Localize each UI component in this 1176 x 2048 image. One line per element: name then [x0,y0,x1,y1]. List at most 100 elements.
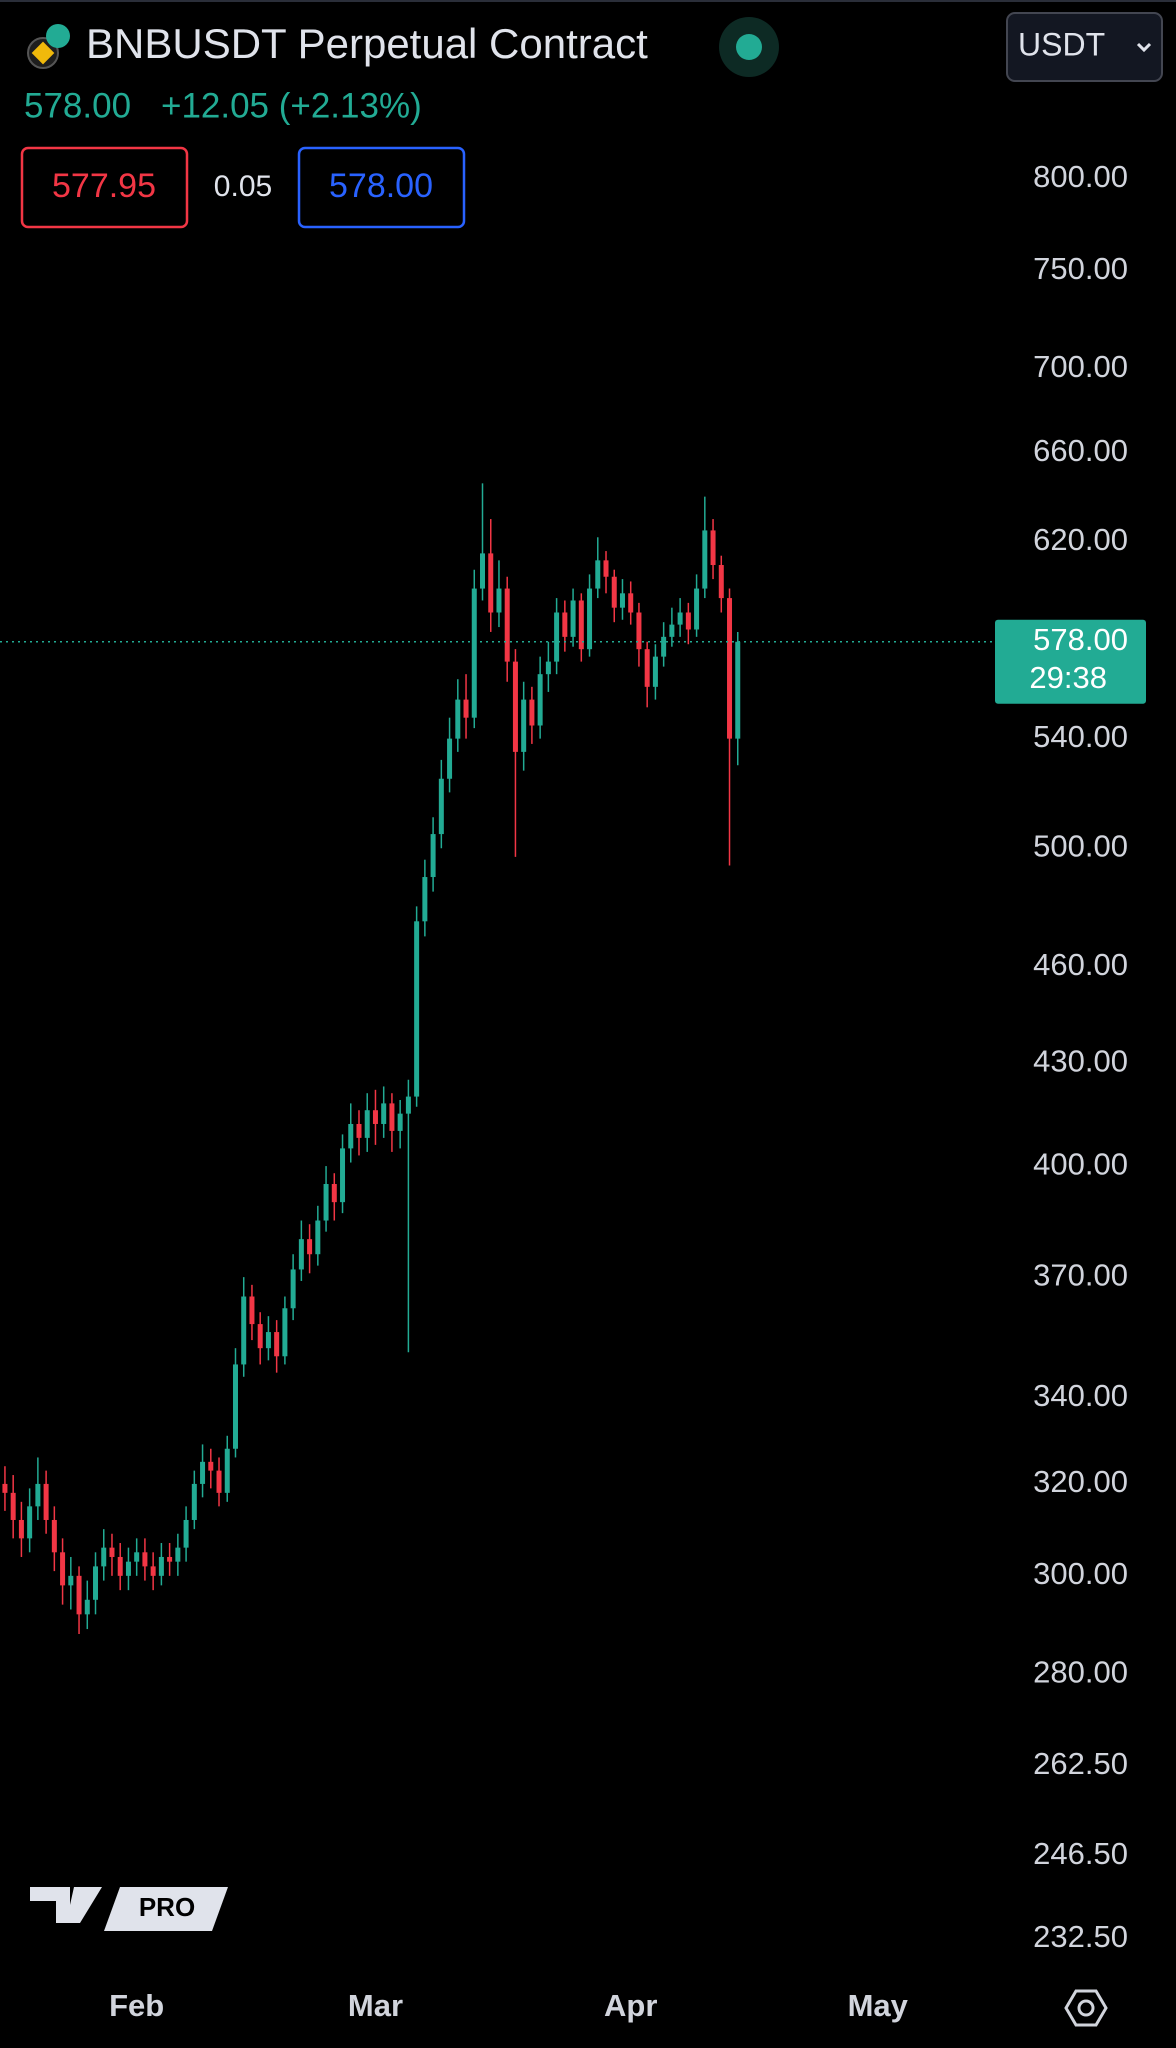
candle-body [488,553,494,613]
candle-body [265,1332,271,1349]
candle-body [290,1269,296,1309]
ask-price: 578.00 [329,167,433,205]
candle-body [274,1332,280,1357]
candle-body [718,565,724,599]
candle-body [694,588,700,630]
candle-body [710,530,716,566]
candle-body [125,1561,131,1576]
candle-body [669,624,675,637]
y-tick-label: 262.50 [1033,1746,1128,1781]
last-price-tag [995,619,1146,704]
y-tick-label: 320.00 [1033,1464,1128,1499]
candle-body [562,612,568,637]
settings-icon[interactable] [1064,1989,1108,2027]
candle-body [529,699,535,726]
candle-body [455,699,461,739]
candle-body [216,1470,222,1493]
y-tick-label: 750.00 [1033,251,1128,286]
candle-body [685,612,691,630]
candle-body [175,1547,181,1562]
candle-body [496,588,502,613]
candle-body [603,560,609,577]
candle-body [84,1599,90,1615]
candle-body [504,588,510,662]
candle-body [142,1552,148,1567]
candle-body [183,1519,189,1548]
candle-body [43,1483,49,1520]
candle-body [68,1575,74,1586]
candle-body [109,1547,115,1557]
x-tick-label: Feb [109,1988,164,2023]
candle-body [93,1566,99,1600]
candle-body [587,588,593,650]
price: 578.00 [24,86,131,125]
y-tick-label: 370.00 [1033,1257,1128,1292]
candle-body [652,656,658,687]
candle-body [249,1296,255,1325]
candle-body [405,1096,411,1114]
candle-body [331,1184,337,1203]
candle-body [422,877,428,922]
candle-body [208,1461,214,1471]
y-tick-label: 460.00 [1033,947,1128,982]
spread: 0.05 [214,170,272,203]
logo-text: PRO [139,1892,195,1922]
candle-body [340,1148,346,1203]
candle-body [537,674,543,726]
candle-body [2,1483,8,1493]
y-tick-label: 540.00 [1033,719,1128,754]
candle-body [348,1123,354,1149]
candle-body [18,1519,24,1539]
candle-body [117,1556,123,1576]
candle-body [644,649,650,687]
candle-body [356,1123,362,1138]
candle-body [554,612,560,662]
candle-body [661,636,667,657]
candle-body [480,553,486,589]
dropdown-arrow [1136,42,1152,53]
currency-dropdown[interactable] [1006,12,1163,82]
sell-button[interactable] [20,146,189,229]
candle-body [323,1184,329,1221]
candle-body [727,598,733,739]
candle-body [191,1483,197,1520]
candle-body [463,699,469,718]
candle-body [10,1492,16,1520]
candle-body [101,1547,107,1567]
x-tick-label: Mar [348,1988,403,2023]
candle-body [372,1110,378,1124]
candle-body [282,1308,288,1357]
candle-body [545,661,551,675]
candle-body [298,1239,304,1270]
bid-price: 577.95 [52,167,156,205]
y-tick-label: 800.00 [1033,159,1128,194]
candle-body [167,1556,173,1562]
y-tick-label: 620.00 [1033,522,1128,557]
candle-body [438,778,444,835]
y-tick-label: 300.00 [1033,1556,1128,1591]
candle-body [200,1461,206,1484]
candle-body [521,699,527,752]
candle-body [471,588,477,718]
candle-body [430,834,436,878]
candle-body [628,593,634,613]
candle-body [702,530,708,589]
y-tick-label: 232.50 [1033,1919,1128,1954]
candle-body [51,1519,57,1553]
candle-body [76,1575,82,1615]
candle-body [595,560,601,589]
candle-body [158,1556,164,1576]
plot-area [0,483,993,1634]
candle-body [611,576,617,608]
status-dot [736,34,762,60]
buy-button[interactable] [297,146,466,229]
symbol-icon [27,24,70,69]
candle-body [381,1103,387,1124]
candle-body [389,1103,395,1131]
last-price-label: 578.00 [1033,622,1128,657]
candle-body [35,1483,41,1507]
candle-body [512,661,518,752]
